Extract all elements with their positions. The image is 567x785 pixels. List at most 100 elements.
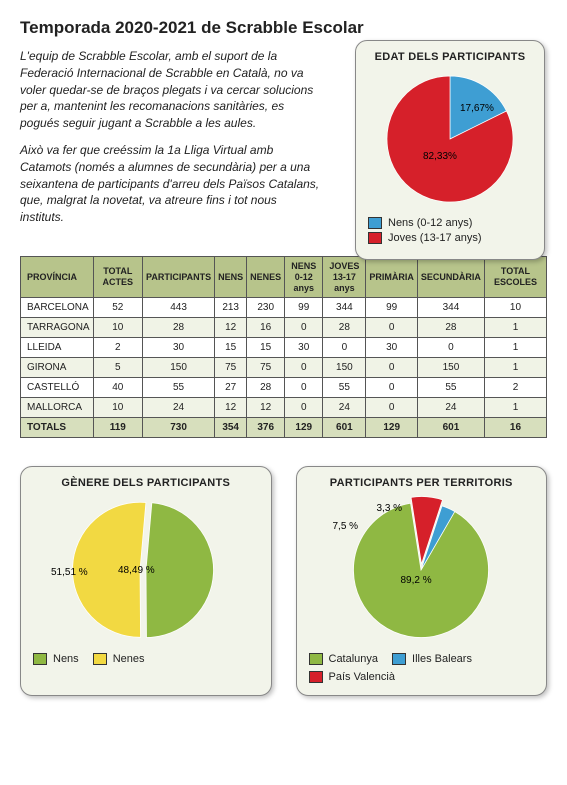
table-header: NENS0-12 anys [285, 256, 323, 297]
table-cell: 230 [247, 298, 285, 318]
territori-pie [346, 495, 496, 645]
table-cell: 344 [323, 298, 366, 318]
territori-pie-container: 89,2 %7,5 %3,3 % [309, 495, 535, 645]
genere-card: GÈNERE DELS PARTICIPANTS 48,49 %51,51 % … [20, 466, 272, 696]
legend-item: Nenes [93, 653, 145, 665]
table-cell: 1 [484, 338, 546, 358]
table-cell: 10 [484, 298, 546, 318]
table-cell: 730 [142, 418, 214, 438]
table-row: GIRONA51507575015001501 [21, 358, 547, 378]
table-cell: 0 [366, 318, 418, 338]
pie-slice [72, 503, 145, 638]
table-cell: 75 [215, 358, 247, 378]
table-cell: 0 [366, 378, 418, 398]
table-cell: 0 [366, 398, 418, 418]
table-cell: 344 [417, 298, 484, 318]
table-header: PRIMÀRIA [366, 256, 418, 297]
table-cell: 30 [142, 338, 214, 358]
edat-title: EDAT DELS PARTICIPANTS [368, 51, 532, 63]
pie-slice [146, 503, 213, 638]
legend-swatch [368, 217, 382, 229]
table-header: PROVÍNCIA [21, 256, 94, 297]
table-header: SECUNDÀRIA [417, 256, 484, 297]
table-cell: 150 [417, 358, 484, 378]
table-cell: 75 [247, 358, 285, 378]
table-cell: 16 [247, 318, 285, 338]
table-cell: 10 [93, 318, 142, 338]
table-cell: LLEIDA [21, 338, 94, 358]
table-cell: 0 [417, 338, 484, 358]
genere-legend: Nens Nenes [33, 653, 259, 665]
table-cell: 1 [484, 318, 546, 338]
genere-pie-container: 48,49 %51,51 % [33, 495, 259, 645]
table-cell: 28 [247, 378, 285, 398]
table-cell: 0 [366, 358, 418, 378]
table-cell: 150 [323, 358, 366, 378]
table-header: JOVES13-17 anys [323, 256, 366, 297]
territori-card: PARTICIPANTS PER TERRITORIS 89,2 %7,5 %3… [296, 466, 548, 696]
legend-item: País Valencià [309, 671, 395, 683]
intro-text: L'equip de Scrabble Escolar, amb el supo… [20, 48, 320, 226]
table-body: BARCELONA52443213230993449934410TARRAGON… [21, 298, 547, 438]
table-cell: 10 [93, 398, 142, 418]
table-cell: 2 [484, 378, 546, 398]
territori-legend: CatalunyaIlles BalearsPaís Valencià [309, 653, 535, 683]
table-cell: 55 [323, 378, 366, 398]
table-row: MALLORCA102412120240241 [21, 398, 547, 418]
table-row: LLEIDA23015153003001 [21, 338, 547, 358]
legend-swatch [309, 671, 323, 683]
table-cell: 0 [285, 398, 323, 418]
legend-item: Joves (13-17 anys) [368, 232, 532, 244]
table-cell: 12 [215, 318, 247, 338]
table-cell: 0 [285, 358, 323, 378]
table-cell: GIRONA [21, 358, 94, 378]
legend-swatch [309, 653, 323, 665]
table-cell: 0 [285, 378, 323, 398]
page-title: Temporada 2020-2021 de Scrabble Escolar [20, 18, 547, 38]
intro-p1: L'equip de Scrabble Escolar, amb el supo… [20, 48, 320, 132]
table-header: TOTAL ACTES [93, 256, 142, 297]
table-cell: 99 [366, 298, 418, 318]
legend-item: Nens (0-12 anys) [368, 217, 532, 229]
genere-title: GÈNERE DELS PARTICIPANTS [33, 477, 259, 489]
table-cell: 12 [215, 398, 247, 418]
table-cell: 55 [142, 378, 214, 398]
table-cell: 27 [215, 378, 247, 398]
table-cell: 28 [142, 318, 214, 338]
table-row: BARCELONA52443213230993449934410 [21, 298, 547, 318]
legend-item: Nens [33, 653, 79, 665]
table-cell: 354 [215, 418, 247, 438]
legend-label: País Valencià [329, 671, 395, 683]
legend-label: Illes Balears [412, 653, 472, 665]
table-cell: 16 [484, 418, 546, 438]
legend-swatch [368, 232, 382, 244]
table-cell: 15 [247, 338, 285, 358]
table-cell: 28 [323, 318, 366, 338]
table-cell: 55 [417, 378, 484, 398]
table-cell: 376 [247, 418, 285, 438]
table-cell: MALLORCA [21, 398, 94, 418]
table-cell: 601 [417, 418, 484, 438]
data-table: PROVÍNCIATOTAL ACTESPARTICIPANTSNENSNENE… [20, 256, 547, 438]
table-header: PARTICIPANTS [142, 256, 214, 297]
table-totals-row: TOTALS11973035437612960112960116 [21, 418, 547, 438]
table-cell: 443 [142, 298, 214, 318]
table-cell: 0 [285, 318, 323, 338]
table-cell: 150 [142, 358, 214, 378]
legend-label: Nens [53, 653, 79, 665]
table-cell: 28 [417, 318, 484, 338]
table-cell: BARCELONA [21, 298, 94, 318]
table-cell: 30 [366, 338, 418, 358]
table-cell: 12 [247, 398, 285, 418]
table-cell: 24 [417, 398, 484, 418]
table-cell: 119 [93, 418, 142, 438]
genere-pie [71, 495, 221, 645]
table-cell: 601 [323, 418, 366, 438]
table-cell: 2 [93, 338, 142, 358]
table-cell: TARRAGONA [21, 318, 94, 338]
table-cell: 40 [93, 378, 142, 398]
table-header: NENES [247, 256, 285, 297]
edat-card: EDAT DELS PARTICIPANTS 17,67%82,33% Nens… [355, 40, 545, 260]
table-cell: 213 [215, 298, 247, 318]
legend-label: Nenes [113, 653, 145, 665]
